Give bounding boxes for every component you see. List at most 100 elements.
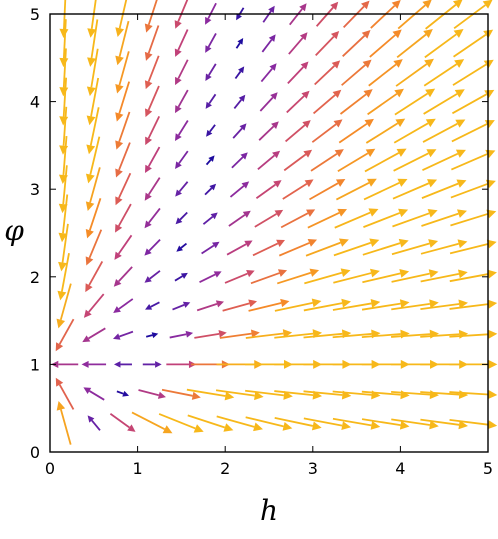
arrow-head	[208, 155, 215, 162]
arrow-head	[429, 329, 439, 339]
arrow-shaft	[90, 77, 100, 117]
y-axis-label: φ	[4, 214, 24, 247]
arrow-shaft	[257, 154, 276, 171]
field-arrow	[420, 269, 468, 283]
arrow-head	[155, 361, 162, 368]
arrow-shaft	[453, 33, 487, 58]
field-arrow	[391, 269, 439, 283]
arrow-shaft	[138, 389, 160, 397]
field-arrow	[59, 106, 69, 155]
arrow-head	[115, 112, 124, 122]
arrow-head	[113, 306, 121, 314]
arrow-shaft	[420, 242, 459, 255]
field-arrow	[450, 179, 496, 199]
arrow-shaft	[450, 213, 488, 227]
arrow-shaft	[118, 142, 131, 171]
arrow-head	[206, 129, 213, 137]
arrow-shaft	[118, 20, 130, 57]
arrow-shaft	[147, 25, 160, 54]
arrow-shaft	[169, 333, 187, 339]
field-arrow	[245, 416, 293, 431]
arrow-head	[241, 181, 250, 189]
arrow-shaft	[421, 182, 459, 199]
arrow-head	[307, 239, 318, 247]
x-tick-label: 2	[220, 459, 230, 478]
arrow-shaft	[449, 273, 489, 283]
arrow-head	[174, 105, 182, 114]
arrow-head	[115, 224, 123, 233]
field-arrow	[174, 89, 189, 114]
arrow-shaft	[255, 183, 276, 199]
field-arrow	[262, 5, 275, 23]
arrow-shaft	[274, 302, 313, 312]
arrow-shaft	[392, 182, 430, 200]
arrow-shaft	[179, 211, 188, 221]
arrow-head	[253, 422, 263, 432]
field-arrow	[391, 418, 439, 430]
field-arrow	[144, 55, 160, 90]
arrow-shaft	[332, 390, 372, 396]
arrow-head	[366, 178, 377, 187]
arrow-shaft	[363, 212, 401, 228]
arrow-head	[57, 290, 67, 301]
arrow-shaft	[287, 66, 304, 84]
arrow-shaft	[245, 389, 285, 397]
arrow-shaft	[147, 116, 161, 139]
arrow-head	[115, 140, 124, 150]
field-arrow	[174, 120, 189, 142]
arrow-head	[426, 149, 437, 158]
field-arrow	[274, 416, 322, 431]
field-arrow	[449, 329, 498, 339]
arrow-head	[145, 108, 153, 118]
arrow-head	[175, 161, 182, 169]
arrow-shaft	[235, 42, 241, 49]
arrow-shaft	[150, 301, 160, 308]
field-arrow	[287, 61, 309, 84]
field-arrow	[172, 301, 191, 311]
arrow-head	[304, 179, 314, 188]
arrow-head	[394, 88, 404, 98]
arrow-head	[115, 196, 123, 206]
arrow-head	[341, 298, 352, 308]
field-arrow	[311, 119, 343, 143]
field-arrow	[364, 148, 407, 173]
arrow-shaft	[147, 0, 158, 26]
arrow-shaft	[62, 165, 68, 205]
arrow-head	[144, 80, 153, 90]
arrow-head	[83, 387, 92, 394]
field-arrow	[361, 299, 410, 311]
arrow-shaft	[245, 332, 284, 339]
arrow-shaft	[178, 150, 189, 164]
arrow-shaft	[368, 63, 397, 87]
arrow-shaft	[274, 332, 314, 339]
arrow-shaft	[147, 55, 160, 82]
arrow-head	[303, 149, 313, 158]
arrow-shaft	[303, 390, 343, 396]
arrow-head	[365, 148, 376, 157]
arrow-head	[458, 329, 469, 339]
field-arrow	[206, 124, 216, 137]
arrow-head	[339, 238, 349, 247]
arrow-shaft	[342, 35, 366, 57]
arrow-head	[205, 73, 212, 81]
arrow-head	[311, 421, 322, 431]
arrow-head	[145, 303, 153, 310]
arrow-head	[85, 228, 94, 239]
arrow-shaft	[161, 388, 193, 397]
arrow-head	[86, 86, 96, 97]
arrow-shaft	[177, 89, 189, 108]
field-arrow	[59, 19, 69, 68]
field-arrow	[393, 118, 436, 144]
field-arrow	[315, 30, 340, 57]
arrow-head	[240, 152, 248, 160]
arrow-shaft	[62, 77, 68, 117]
arrow-shaft	[286, 95, 305, 114]
field-arrow	[115, 0, 128, 37]
arrow-shaft	[391, 418, 431, 426]
field-arrow	[161, 388, 201, 400]
arrow-shaft	[58, 318, 75, 345]
arrow-head	[85, 173, 95, 184]
arrow-head	[238, 66, 245, 74]
field-arrow	[83, 293, 105, 318]
field-arrow	[85, 167, 101, 212]
